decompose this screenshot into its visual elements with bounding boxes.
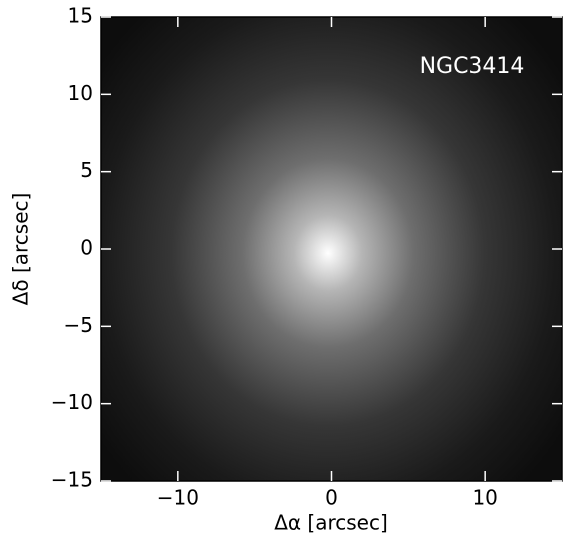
y-tick-label: −5 — [64, 313, 93, 337]
x-axis-label: Δα [arcsec] — [274, 511, 388, 535]
y-tick-label: −10 — [51, 390, 93, 414]
y-tick-label: 5 — [80, 158, 93, 182]
y-tick-label: 0 — [80, 236, 93, 260]
x-tick-label: 10 — [472, 486, 497, 510]
y-tick-label: 15 — [68, 4, 93, 28]
chart: NGC3414 Δα [arcsec] Δδ [arcsec] −10 0 10 −1… — [0, 0, 563, 542]
y-tick-label: 10 — [68, 81, 93, 105]
y-axis-label: Δδ [arcsec] — [9, 193, 33, 306]
x-tick-label: 0 — [325, 486, 338, 510]
galaxy-image — [101, 17, 562, 481]
y-tick-label: −15 — [51, 468, 93, 492]
x-tick-label: −10 — [157, 486, 199, 510]
annotation: NGC3414 — [420, 54, 525, 79]
